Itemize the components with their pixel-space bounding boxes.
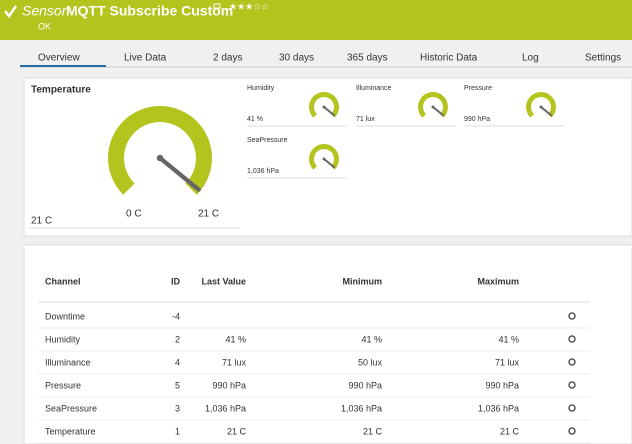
gauge-hub (431, 105, 435, 109)
table-cell: Temperature (45, 426, 96, 436)
table-cell: 990 hPa (348, 380, 382, 390)
table-cell: 990 hPa (212, 380, 246, 390)
table-cell: 5 (175, 380, 180, 390)
table-cell: SeaPressure (45, 403, 97, 413)
table-cell: 1,036 hPa (205, 403, 246, 413)
table-cell: Downtime (45, 311, 85, 321)
table-cell: Pressure (45, 380, 81, 390)
tab[interactable]: Overview (38, 53, 80, 64)
table-cell: 1,036 hPa (341, 403, 382, 413)
table-cell: 4 (175, 357, 180, 367)
column-header[interactable]: Last Value (201, 276, 246, 286)
row-settings[interactable] (568, 358, 576, 366)
row-settings[interactable] (568, 427, 576, 435)
gauge-hub (156, 154, 164, 162)
gauge-value: 71 lux (356, 116, 375, 123)
table-cell: 50 lux (358, 357, 383, 367)
table-cell: 41 % (361, 334, 382, 344)
tab[interactable]: Live Data (124, 53, 167, 64)
table-cell: Humidity (45, 334, 81, 344)
table-cell: 71 lux (495, 357, 520, 367)
gauge-hub (539, 105, 543, 109)
main-gauge (108, 105, 212, 195)
gauge-value: 21 C (31, 216, 52, 227)
row-settings[interactable] (568, 312, 576, 320)
gauge-needle (540, 106, 553, 117)
gauge-value: 990 hPa (464, 116, 490, 123)
gauge-name: Illuminance (356, 85, 392, 92)
small-gauge (418, 92, 449, 118)
tab[interactable]: 365 days (347, 53, 388, 64)
check-icon (4, 5, 18, 19)
gauge-needle (323, 158, 336, 169)
row-settings[interactable] (568, 381, 576, 389)
row-settings[interactable] (568, 404, 576, 412)
gauge-value: 41 % (247, 116, 263, 123)
gauge-needle (157, 155, 201, 192)
table-cell: 3 (175, 403, 180, 413)
gauge-max: 21 C (198, 209, 219, 220)
gauge-needle (323, 106, 336, 117)
gauge-name: Temperature (31, 85, 91, 96)
stars: ★★★☆☆ (229, 1, 269, 11)
table-cell: 21 C (500, 426, 520, 436)
gauge-name: SeaPressure (247, 137, 288, 144)
tab[interactable]: 2 days (213, 53, 242, 64)
flag-icon (213, 3, 221, 14)
table-cell: 2 (175, 334, 180, 344)
tab[interactable]: 30 days (279, 53, 314, 64)
table-cell: 21 C (363, 426, 383, 436)
tab[interactable]: Historic Data (420, 53, 478, 64)
table-cell: Illuminance (45, 357, 91, 367)
table-cell: 1 (175, 426, 180, 436)
small-gauge (309, 143, 339, 170)
column-header[interactable]: Minimum (343, 276, 383, 286)
gauge-needle (432, 106, 445, 117)
gauge-hub (322, 105, 326, 109)
header-label: Sensor (22, 3, 68, 19)
gauge-name: Pressure (464, 85, 492, 92)
header-title: MQTT Subscribe Custom (66, 3, 233, 19)
tab[interactable]: Log (522, 53, 539, 64)
table-cell: 21 C (227, 426, 247, 436)
gauge-value: 1,036 hPa (247, 168, 279, 175)
header-bar (0, 0, 632, 40)
gauge-min: 0 C (126, 209, 142, 220)
column-header[interactable]: ID (171, 276, 181, 286)
table-cell: 990 hPa (485, 380, 519, 390)
small-gauge (526, 92, 557, 118)
row-settings[interactable] (568, 335, 576, 343)
tab[interactable]: Settings (585, 53, 621, 64)
small-gauge (309, 92, 340, 118)
table-cell: 1,036 hPa (478, 403, 519, 413)
column-header[interactable]: Channel (45, 276, 81, 286)
table-panel (23, 244, 632, 444)
table-cell: 41 % (225, 334, 246, 344)
column-header[interactable]: Maximum (477, 276, 519, 286)
gauge-name: Humidity (247, 85, 275, 92)
table-cell: -4 (172, 311, 180, 321)
status: OK (38, 21, 51, 31)
table-cell: 41 % (498, 334, 519, 344)
table-cell: 71 lux (222, 357, 247, 367)
gauge-hub (322, 157, 326, 161)
